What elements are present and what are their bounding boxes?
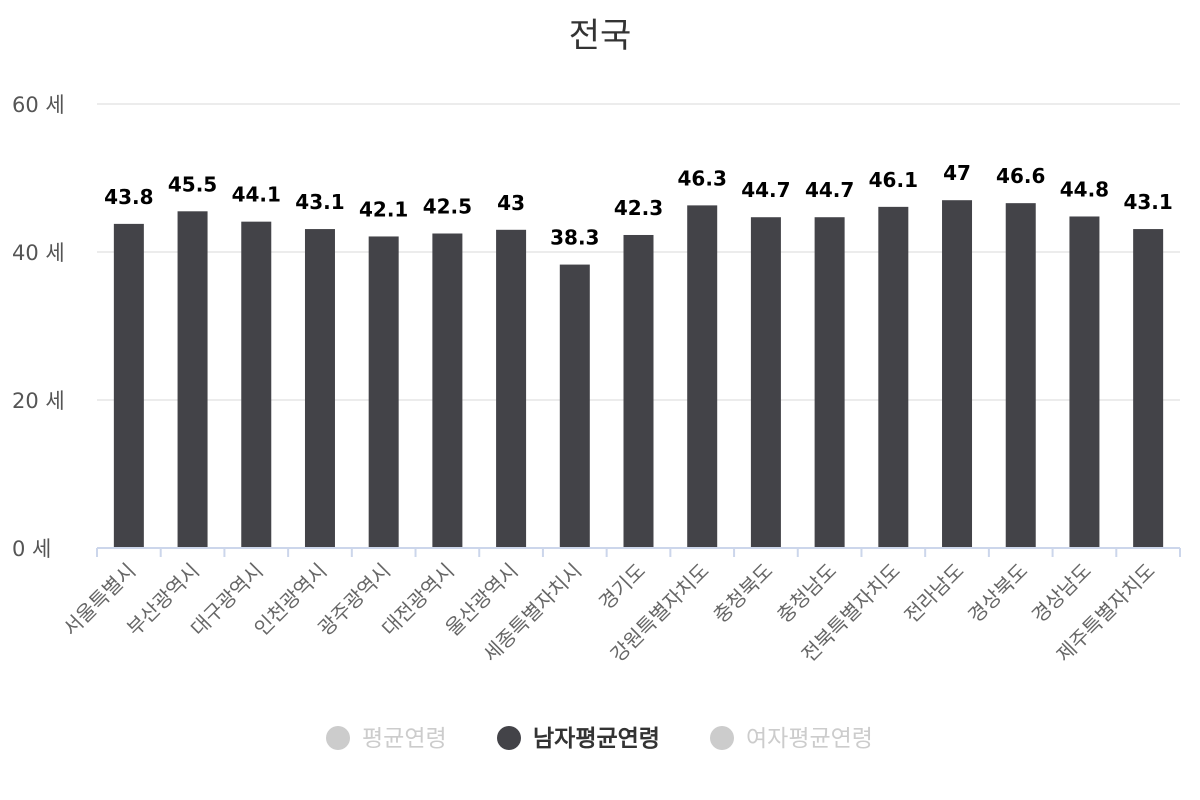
legend-item[interactable]: 여자평균연령 [710, 726, 873, 752]
bars [113, 200, 1164, 549]
bar[interactable] [241, 221, 272, 548]
bar[interactable] [750, 217, 781, 548]
bar[interactable] [1005, 203, 1036, 548]
data-label: 44.7 [741, 178, 790, 202]
legend-marker [326, 726, 350, 750]
y-tick-label: 20 세 [12, 389, 65, 413]
bar[interactable] [368, 236, 399, 548]
bar[interactable] [432, 233, 463, 549]
data-label: 44.8 [1060, 177, 1109, 201]
bar[interactable] [559, 264, 590, 548]
y-tick-label: 60 세 [12, 93, 65, 117]
legend-label: 평균연령 [362, 726, 447, 752]
y-tick-label: 0 세 [12, 537, 51, 561]
x-tick-label: 전라남도 [900, 559, 969, 628]
y-axis-ticks: 0 세 20 세 40 세 60 세 [12, 93, 65, 561]
data-label: 46.3 [678, 166, 727, 190]
data-label: 42.1 [359, 197, 408, 221]
data-label: 43.1 [295, 190, 344, 214]
legend-item[interactable]: 남자평균연령 [497, 726, 660, 752]
data-label: 45.5 [168, 172, 217, 196]
bar[interactable] [878, 206, 909, 549]
legend-marker [497, 726, 521, 750]
data-label: 42.5 [423, 195, 472, 219]
bar[interactable] [687, 205, 718, 548]
data-label: 46.6 [996, 164, 1045, 188]
data-label: 46.1 [869, 168, 918, 192]
bar[interactable] [177, 211, 208, 549]
legend: 평균연령 남자평균연령 여자평균연령 [326, 726, 873, 752]
legend-label: 여자평균연령 [746, 726, 873, 752]
data-label: 43 [497, 191, 525, 215]
data-label: 42.3 [614, 196, 663, 220]
bar[interactable] [942, 200, 973, 548]
chart-title: 전국 [569, 16, 632, 56]
bar[interactable] [814, 217, 845, 548]
x-tick-label: 경상북도 [963, 559, 1032, 628]
x-axis [96, 547, 1181, 557]
bar[interactable] [496, 229, 527, 549]
x-tick-label: 경기도 [594, 559, 650, 615]
data-label: 44.7 [805, 178, 854, 202]
bar[interactable] [623, 234, 654, 549]
bar[interactable] [1133, 229, 1164, 548]
y-tick-label: 40 세 [12, 241, 65, 265]
data-label: 47 [943, 161, 971, 185]
bar[interactable] [1069, 216, 1100, 549]
data-label: 43.8 [104, 185, 153, 209]
bar[interactable] [113, 223, 144, 548]
legend-label: 남자평균연령 [533, 726, 660, 752]
legend-marker [710, 726, 734, 750]
data-labels: 43.8 45.5 44.1 43.1 42.1 42.5 43 38.3 42.3 46.3 44… [104, 161, 1173, 249]
data-label: 38.3 [550, 226, 599, 250]
data-label: 44.1 [232, 183, 281, 207]
x-axis-ticks: 서울특별시부산광역시대구광역시인천광역시광주광역시대전광역시울산광역시세종특별자… [58, 559, 1159, 667]
data-label: 43.1 [1123, 190, 1172, 214]
legend-item[interactable]: 평균연령 [326, 726, 447, 752]
bar[interactable] [304, 229, 335, 548]
x-tick-label: 충청북도 [708, 559, 777, 628]
